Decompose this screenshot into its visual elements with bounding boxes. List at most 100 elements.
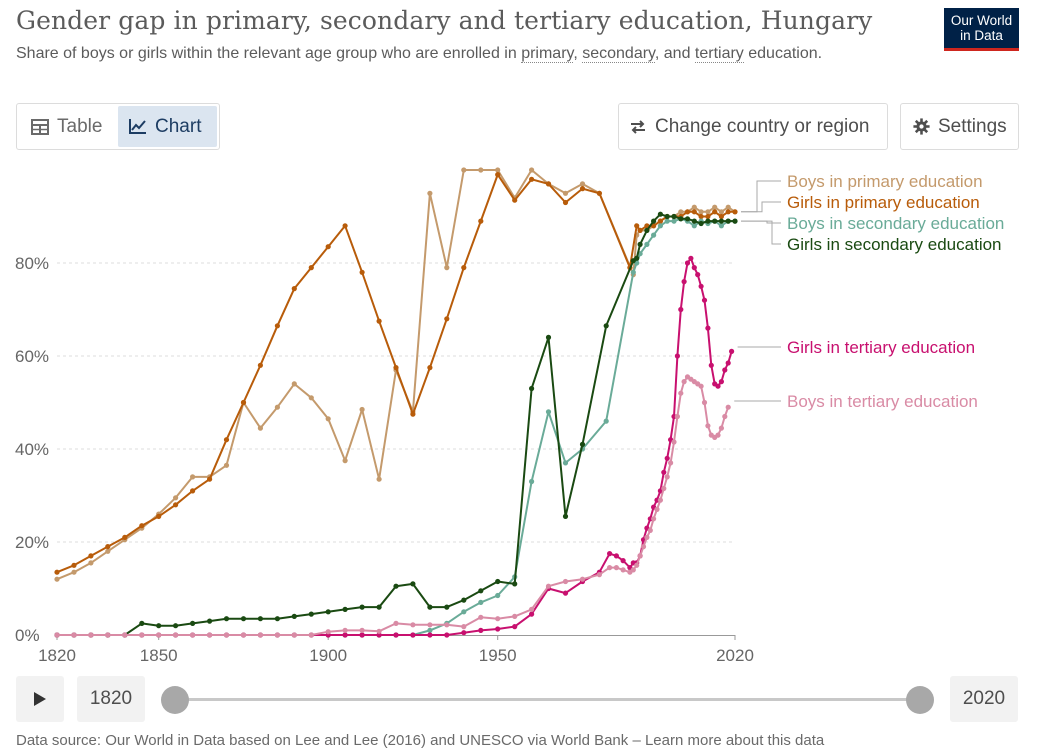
primary-link[interactable]: primary <box>521 45 574 63</box>
tab-table[interactable]: Table <box>19 106 118 147</box>
subtitle-sep-2: , and <box>654 45 695 62</box>
data-point <box>427 622 433 628</box>
secondary-link[interactable]: secondary <box>582 45 655 63</box>
data-point <box>342 223 348 229</box>
data-point <box>156 623 162 629</box>
data-point <box>705 218 711 224</box>
data-point <box>657 223 664 229</box>
data-point <box>122 534 128 540</box>
data-point <box>190 488 196 494</box>
data-point <box>444 604 450 610</box>
timeline-end-year[interactable]: 2020 <box>950 676 1018 722</box>
subtitle-sep-1: , <box>573 45 583 62</box>
data-point <box>461 630 467 636</box>
legend-label: Boys in secondary education <box>787 214 1004 233</box>
data-point <box>495 578 501 585</box>
owid-logo[interactable]: Our World in Data <box>944 8 1019 51</box>
data-point <box>173 623 179 629</box>
data-point <box>607 551 613 557</box>
data-point <box>651 218 657 224</box>
data-point <box>291 613 297 619</box>
legend-label: Boys in primary education <box>787 172 983 191</box>
tab-chart[interactable]: Chart <box>118 106 217 147</box>
data-point <box>190 474 196 480</box>
data-point <box>698 213 704 220</box>
view-tabs: Table Chart <box>16 103 220 150</box>
data-point <box>718 218 725 224</box>
data-point <box>671 213 677 220</box>
data-point <box>223 616 230 622</box>
data-point <box>54 569 60 575</box>
data-point <box>495 592 501 599</box>
chart-title: Gender gap in primary, secondary and ter… <box>16 6 873 35</box>
data-point <box>529 176 535 182</box>
data-point <box>603 323 609 329</box>
line-chart-icon <box>129 119 147 134</box>
data-point <box>512 624 518 630</box>
data-point <box>512 613 518 619</box>
data-point <box>190 620 196 626</box>
timeline-start-handle[interactable] <box>161 686 189 714</box>
data-point <box>529 478 535 485</box>
data-point <box>156 632 162 638</box>
data-point <box>393 583 399 589</box>
legend-leader-line <box>741 220 781 245</box>
data-point <box>359 632 365 638</box>
settings-button[interactable]: Settings <box>900 103 1019 150</box>
data-point <box>325 629 331 635</box>
data-point <box>691 223 697 229</box>
data-point <box>698 220 704 227</box>
data-point <box>562 190 569 196</box>
data-point <box>444 622 450 628</box>
x-tick-label: 1820 <box>38 646 76 665</box>
data-point <box>732 218 738 224</box>
data-point <box>579 441 586 447</box>
data-point <box>678 390 684 396</box>
data-point <box>718 425 725 431</box>
data-point <box>637 227 643 233</box>
timeline-track[interactable] <box>175 698 920 701</box>
data-point <box>671 439 677 445</box>
play-button[interactable] <box>16 676 64 722</box>
data-point <box>701 297 708 303</box>
data-point <box>718 213 725 220</box>
y-tick-label: 20% <box>15 533 49 552</box>
data-point <box>705 325 711 331</box>
data-point <box>664 218 670 224</box>
data-point <box>695 272 701 278</box>
data-point <box>691 265 697 271</box>
data-point <box>691 218 697 224</box>
data-point <box>274 616 280 622</box>
data-point <box>207 476 213 482</box>
data-point <box>620 558 626 564</box>
data-point <box>325 244 331 250</box>
data-point <box>678 209 684 215</box>
data-point <box>545 409 552 415</box>
data-point <box>678 216 684 222</box>
data-point <box>342 458 348 464</box>
data-point <box>71 632 77 638</box>
timeline-end-handle[interactable] <box>906 686 934 714</box>
change-country-button[interactable]: Change country or region <box>618 103 888 150</box>
data-point <box>657 211 664 217</box>
tertiary-link[interactable]: tertiary <box>694 45 744 63</box>
data-point <box>630 269 636 275</box>
data-point <box>376 604 382 610</box>
data-point <box>607 565 613 571</box>
data-point <box>240 632 247 638</box>
data-point <box>634 562 640 568</box>
legend-label: Girls in tertiary education <box>787 338 975 357</box>
data-point <box>291 381 297 387</box>
data-point <box>712 218 718 224</box>
data-point <box>613 565 620 571</box>
data-point <box>410 632 416 638</box>
data-point <box>478 627 484 633</box>
data-point <box>308 632 314 638</box>
data-point <box>671 218 677 224</box>
data-point <box>461 597 467 603</box>
data-point <box>545 334 552 340</box>
data-point <box>529 606 535 612</box>
data-point <box>684 209 691 215</box>
data-point <box>495 172 501 178</box>
timeline-start-year[interactable]: 1820 <box>77 676 145 722</box>
